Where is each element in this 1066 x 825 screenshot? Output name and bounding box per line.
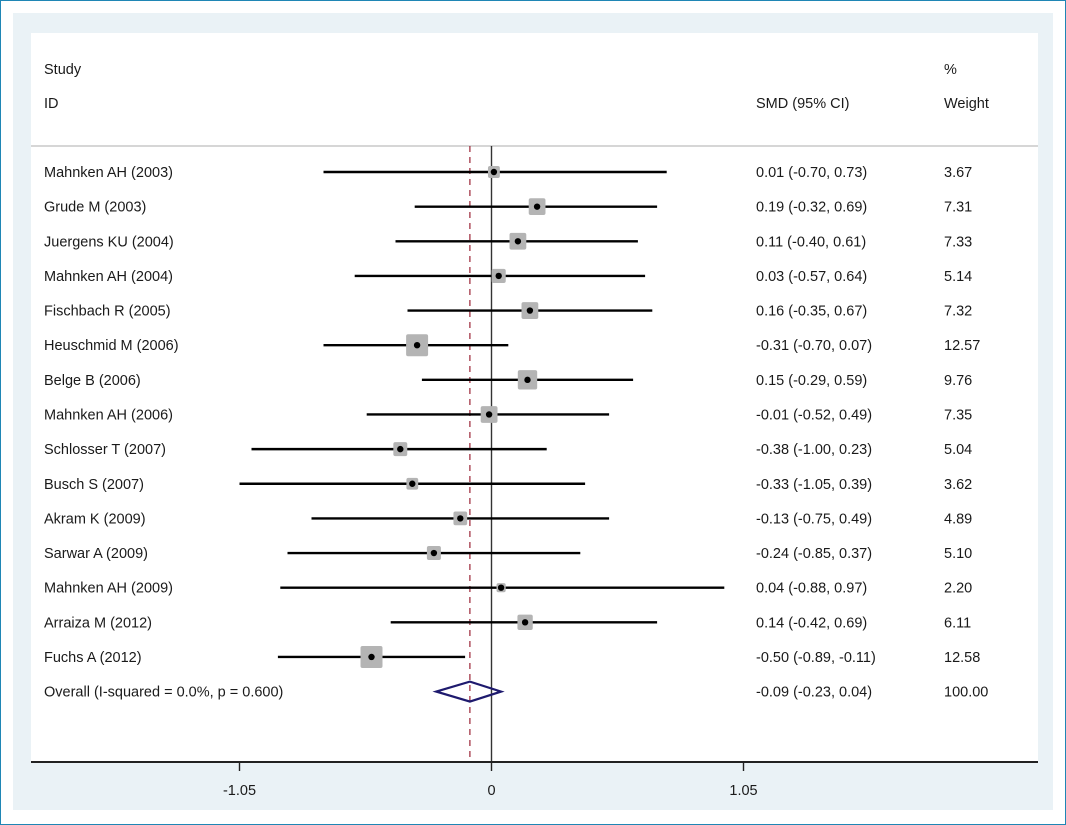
study-label: Mahnken AH (2003) [44, 165, 173, 181]
weight-value: 3.67 [944, 165, 972, 181]
study-label: Arraiza M (2012) [44, 615, 152, 631]
study-row: Busch S (2007) -0.33 (-1.05, 0.39) 3.62 [44, 477, 972, 493]
weight-value: 5.04 [944, 442, 972, 458]
weight-value: 7.35 [944, 407, 972, 423]
header-study: Study [44, 62, 82, 78]
study-row: Mahnken AH (2006) -0.01 (-0.52, 0.49) 7.35 [44, 406, 972, 423]
weight-value: 4.89 [944, 511, 972, 527]
weight-value: 3.62 [944, 477, 972, 493]
smd-ci-value: 0.19 (-0.32, 0.69) [756, 200, 867, 216]
smd-ci-value: -0.24 (-0.85, 0.37) [756, 546, 872, 562]
study-row: Mahnken AH (2004) 0.03 (-0.57, 0.64) 5.14 [44, 268, 972, 285]
point-estimate [413, 342, 421, 349]
point-estimate [457, 515, 464, 522]
smd-ci-value: 0.16 (-0.35, 0.67) [756, 304, 867, 320]
weight-value: 5.10 [944, 546, 972, 562]
study-row: Arraiza M (2012) 0.14 (-0.42, 0.69) 6.11 [44, 614, 971, 631]
point-estimate [368, 653, 375, 661]
study-label: Sarwar A (2009) [44, 546, 148, 562]
smd-ci-value: 0.01 (-0.70, 0.73) [756, 165, 867, 181]
weight-value: 6.11 [944, 615, 971, 631]
study-row: Mahnken AH (2009) 0.04 (-0.88, 0.97) 2.20 [44, 581, 972, 597]
weight-value: 9.76 [944, 373, 972, 389]
study-row: Akram K (2009) -0.13 (-0.75, 0.49) 4.89 [44, 511, 972, 527]
study-row: Grude M (2003) 0.19 (-0.32, 0.69) 7.31 [44, 198, 972, 216]
smd-ci-value: 0.14 (-0.42, 0.69) [756, 615, 867, 631]
overall-weight-value: 100.00 [944, 685, 988, 701]
study-label: Akram K (2009) [44, 511, 146, 527]
smd-ci-value: 0.04 (-0.88, 0.97) [756, 581, 867, 597]
overall-diamond [432, 680, 505, 703]
study-label: Fischbach R (2005) [44, 304, 171, 320]
weight-value: 7.31 [944, 200, 972, 216]
header-weight: Weight [944, 96, 989, 112]
x-tick-label: 0 [487, 783, 495, 799]
smd-ci-value: -0.13 (-0.75, 0.49) [756, 511, 872, 527]
study-row: Sarwar A (2009) -0.24 (-0.85, 0.37) 5.10 [44, 546, 972, 562]
smd-ci-value: -0.50 (-0.89, -0.11) [756, 650, 876, 666]
x-tick-label: 1.05 [729, 783, 757, 799]
point-estimate [397, 445, 404, 453]
weight-value: 12.58 [944, 650, 980, 666]
point-estimate [526, 307, 534, 314]
study-label: Fuchs A (2012) [44, 650, 142, 666]
overall-smd-ci-value: -0.09 (-0.23, 0.04) [756, 685, 872, 701]
smd-ci-value: -0.31 (-0.70, 0.07) [756, 338, 872, 354]
point-estimate [490, 168, 498, 176]
point-estimate [524, 376, 531, 384]
study-row: Juergens KU (2004) 0.11 (-0.40, 0.61) 7.33 [44, 232, 972, 250]
smd-ci-value: 0.03 (-0.57, 0.64) [756, 269, 867, 285]
point-estimate [430, 549, 438, 557]
weight-value: 7.32 [944, 304, 972, 320]
smd-ci-value: -0.01 (-0.52, 0.49) [756, 407, 872, 423]
point-estimate [409, 480, 416, 487]
point-estimate [514, 238, 522, 245]
smd-ci-value: -0.38 (-1.00, 0.23) [756, 442, 872, 458]
x-tick-label: -1.05 [223, 783, 256, 799]
study-label: Mahnken AH (2009) [44, 581, 173, 597]
point-estimate [533, 203, 541, 210]
overall-row: Overall (I-squared = 0.0%, p = 0.600) -0.… [44, 680, 988, 703]
header-smd-ci: SMD (95% CI) [756, 96, 849, 112]
point-estimate [497, 584, 505, 591]
point-estimate [485, 411, 493, 418]
study-label: Belge B (2006) [44, 373, 141, 389]
study-row: Belge B (2006) 0.15 (-0.29, 0.59) 9.76 [44, 370, 972, 390]
study-label: Mahnken AH (2004) [44, 269, 173, 285]
smd-ci-value: -0.33 (-1.05, 0.39) [756, 477, 872, 493]
study-row: Schlosser T (2007) -0.38 (-1.00, 0.23) 5.0… [44, 442, 972, 458]
smd-ci-value: 0.15 (-0.29, 0.59) [756, 373, 867, 389]
header-id: ID [44, 96, 59, 112]
study-label: Mahnken AH (2006) [44, 407, 173, 423]
weight-value: 5.14 [944, 269, 972, 285]
study-row: Heuschmid M (2006) -0.31 (-0.70, 0.07) 12.… [44, 334, 980, 357]
weight-value: 12.57 [944, 338, 980, 354]
weight-value: 2.20 [944, 581, 972, 597]
study-label: Busch S (2007) [44, 477, 144, 493]
plot-panel [31, 33, 1038, 762]
point-estimate [495, 272, 502, 280]
overall-label: Overall (I-squared = 0.0%, p = 0.600) [44, 685, 283, 701]
study-label: Schlosser T (2007) [44, 442, 166, 458]
header-percent: % [944, 62, 957, 78]
study-row: Fuchs A (2012) -0.50 (-0.89, -0.11) 12.58 [44, 645, 980, 668]
smd-ci-value: 0.11 (-0.40, 0.61) [756, 234, 866, 250]
study-row: Fischbach R (2005) 0.16 (-0.35, 0.67) 7.32 [44, 302, 972, 320]
study-label: Heuschmid M (2006) [44, 338, 179, 354]
study-label: Juergens KU (2004) [44, 234, 174, 250]
study-label: Grude M (2003) [44, 200, 146, 216]
point-estimate [521, 619, 529, 626]
weight-value: 7.33 [944, 234, 972, 250]
study-row: Mahnken AH (2003) 0.01 (-0.70, 0.73) 3.67 [44, 165, 972, 181]
